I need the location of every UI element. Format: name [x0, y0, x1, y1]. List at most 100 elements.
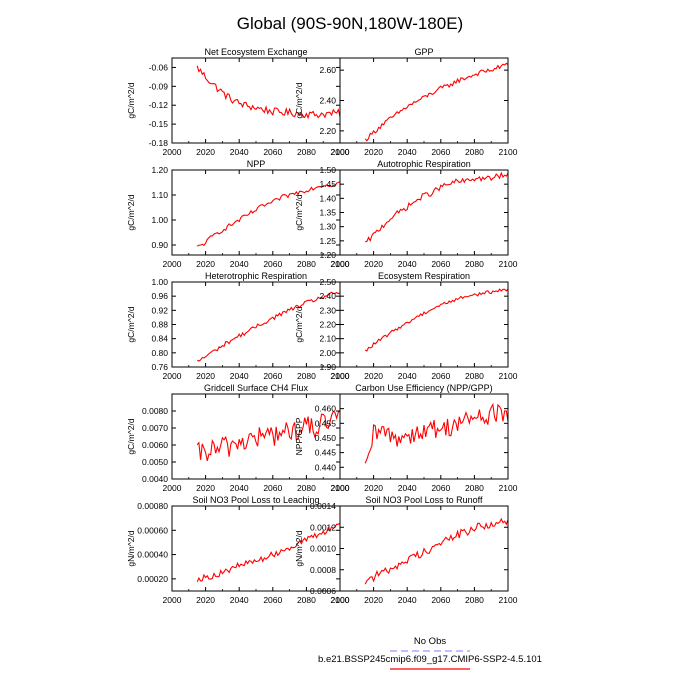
chart-panel: 2000 2020 2040 2060 2080 21000.00060.00080.00… — [294, 495, 518, 605]
x-tick-label: 2080 — [465, 259, 484, 269]
x-tick-label: 2100 — [499, 147, 518, 157]
chart-panel: 2000 2020 2040 2060 2080 2100 0.0040 0.0050 0.00… — [126, 383, 350, 493]
x-tick-label: 2060 — [431, 259, 450, 269]
x-tick-label: 2100 — [331, 371, 350, 381]
y-axis-label: NPP/GPP — [294, 417, 304, 455]
series-line — [196, 291, 340, 362]
y-tick-label: 0.0014 — [310, 501, 336, 511]
y-tick-label: 1.30 — [319, 222, 336, 232]
y-tick-label: 0.0012 — [310, 522, 336, 532]
chart-title: Autotrophic Respiration — [377, 159, 471, 169]
y-tick-label: 2.50 — [319, 277, 336, 287]
x-tick-label: 2020 — [196, 595, 215, 605]
x-tick-label: 2020 — [196, 147, 215, 157]
y-axis-label: gN/m^2/d — [126, 530, 136, 566]
x-tick-label: 2020 — [196, 371, 215, 381]
x-tick-label: 2100 — [331, 595, 350, 605]
legend: No Obs b.e21.BSSP245cmip6.f09_g17.CMIP6-S… — [318, 636, 542, 670]
series-line — [364, 517, 508, 585]
x-tick-label: 2060 — [431, 483, 450, 493]
legend-label: No Obs — [414, 636, 446, 647]
y-axis-label: gC/m^2/d — [126, 194, 136, 230]
y-tick-label: 1.35 — [319, 208, 336, 218]
plot-frame — [339, 393, 509, 480]
chart-title: Soil NO3 Pool Loss to Runoff — [366, 495, 483, 505]
y-tick-label: 1.40 — [319, 193, 336, 203]
x-tick-label: 2100 — [499, 371, 518, 381]
x-tick-label: 2060 — [263, 147, 282, 157]
x-tick-label: 2080 — [465, 595, 484, 605]
chart-panel: 2000 2020 2040 2060 2080 21001.902.002.102.20… — [294, 271, 518, 381]
y-tick-label: 0.84 — [151, 334, 168, 344]
chart-title: GPP — [414, 47, 433, 57]
y-tick-label: 0.0040 — [142, 474, 168, 484]
plot-frame — [171, 169, 341, 256]
chart-panel: 2000 2020 2040 2060 2080 2100 2.20 2.40 2.60 GPP g… — [294, 47, 518, 157]
x-tick-label: 2080 — [465, 147, 484, 157]
x-tick-label: 2060 — [431, 371, 450, 381]
x-tick-label: 2040 — [230, 147, 249, 157]
chart-panel: 2000 2020 2040 2060 2080 2100 0.00020 0.00040 0.… — [126, 495, 350, 605]
chart-title: Heterotrophic Respiration — [205, 271, 307, 281]
x-tick-label: 2020 — [196, 483, 215, 493]
x-tick-label: 2020 — [196, 259, 215, 269]
x-tick-label: 2000 — [331, 483, 350, 493]
y-tick-label: 0.00020 — [137, 574, 168, 584]
x-tick-label: 2020 — [364, 483, 383, 493]
x-tick-label: 2080 — [297, 595, 316, 605]
y-tick-label: 0.0050 — [142, 457, 168, 467]
y-tick-label: 0.00040 — [137, 550, 168, 560]
x-tick-label: 2080 — [297, 259, 316, 269]
x-tick-label: 2040 — [230, 259, 249, 269]
x-tick-label: 2020 — [364, 147, 383, 157]
y-tick-label: 0.0080 — [142, 406, 168, 416]
chart-panel: 2000 2020 2040 2060 2080 2100 -0.18 -0.15 -0.12 -… — [126, 47, 350, 157]
x-tick-label: 2000 — [163, 595, 182, 605]
x-tick-label: 2000 — [163, 259, 182, 269]
x-tick-label: 2100 — [499, 483, 518, 493]
x-tick-label: 2080 — [465, 483, 484, 493]
y-tick-label: 1.10 — [151, 190, 168, 200]
y-tick-label: 0.455 — [315, 418, 337, 428]
x-tick-label: 2020 — [364, 595, 383, 605]
x-tick-label: 2080 — [297, 147, 316, 157]
x-tick-label: 2040 — [230, 371, 249, 381]
chart-title: Soil NO3 Pool Loss to Leaching — [192, 495, 319, 505]
y-tick-label: 0.0070 — [142, 423, 168, 433]
y-tick-label: -0.15 — [149, 119, 169, 129]
y-tick-label: 0.0010 — [310, 544, 336, 554]
y-tick-label: 0.460 — [315, 404, 337, 414]
y-tick-label: 1.20 — [151, 165, 168, 175]
chart-panel: 2000 2020 2040 2060 2080 21001.201.251.301.35… — [294, 159, 518, 269]
chart-panel: 2000 2020 2040 2060 2080 2100 0.90 1.00 1.10 1.20… — [126, 159, 350, 269]
series-line — [364, 62, 508, 142]
y-tick-label: 0.00080 — [137, 501, 168, 511]
x-tick-label: 2080 — [297, 371, 316, 381]
y-tick-label: -0.09 — [149, 81, 169, 91]
y-tick-label: -0.18 — [149, 138, 169, 148]
chart-panel: 2000 2020 2040 2060 2080 2100 0.440 0.445 0.450 0… — [294, 383, 518, 493]
series-line — [196, 181, 340, 247]
y-tick-label: 0.80 — [151, 348, 168, 358]
y-tick-label: 2.40 — [319, 96, 336, 106]
y-tick-label: 2.20 — [319, 126, 336, 136]
x-tick-label: 2060 — [431, 595, 450, 605]
x-tick-label: 2000 — [163, 147, 182, 157]
series-line — [196, 65, 340, 120]
x-tick-label: 2020 — [364, 259, 383, 269]
legend-label: b.e21.BSSP245cmip6.f09_g17.CMIP6-SSP2-4.… — [318, 654, 542, 665]
x-tick-label: 2040 — [398, 595, 417, 605]
y-axis-label: gC/m^2/d — [294, 306, 304, 342]
x-tick-label: 2100 — [331, 147, 350, 157]
y-axis-label: gC/m^2/d — [126, 82, 136, 118]
series-line — [196, 522, 340, 583]
x-tick-label: 2060 — [263, 483, 282, 493]
x-tick-label: 2060 — [263, 595, 282, 605]
plot-frame — [171, 57, 341, 144]
y-tick-label: 0.450 — [315, 433, 337, 443]
y-tick-label: 0.0060 — [142, 440, 168, 450]
x-tick-label: 2100 — [499, 259, 518, 269]
x-tick-label: 2040 — [230, 483, 249, 493]
y-tick-label: 0.0006 — [310, 586, 336, 596]
